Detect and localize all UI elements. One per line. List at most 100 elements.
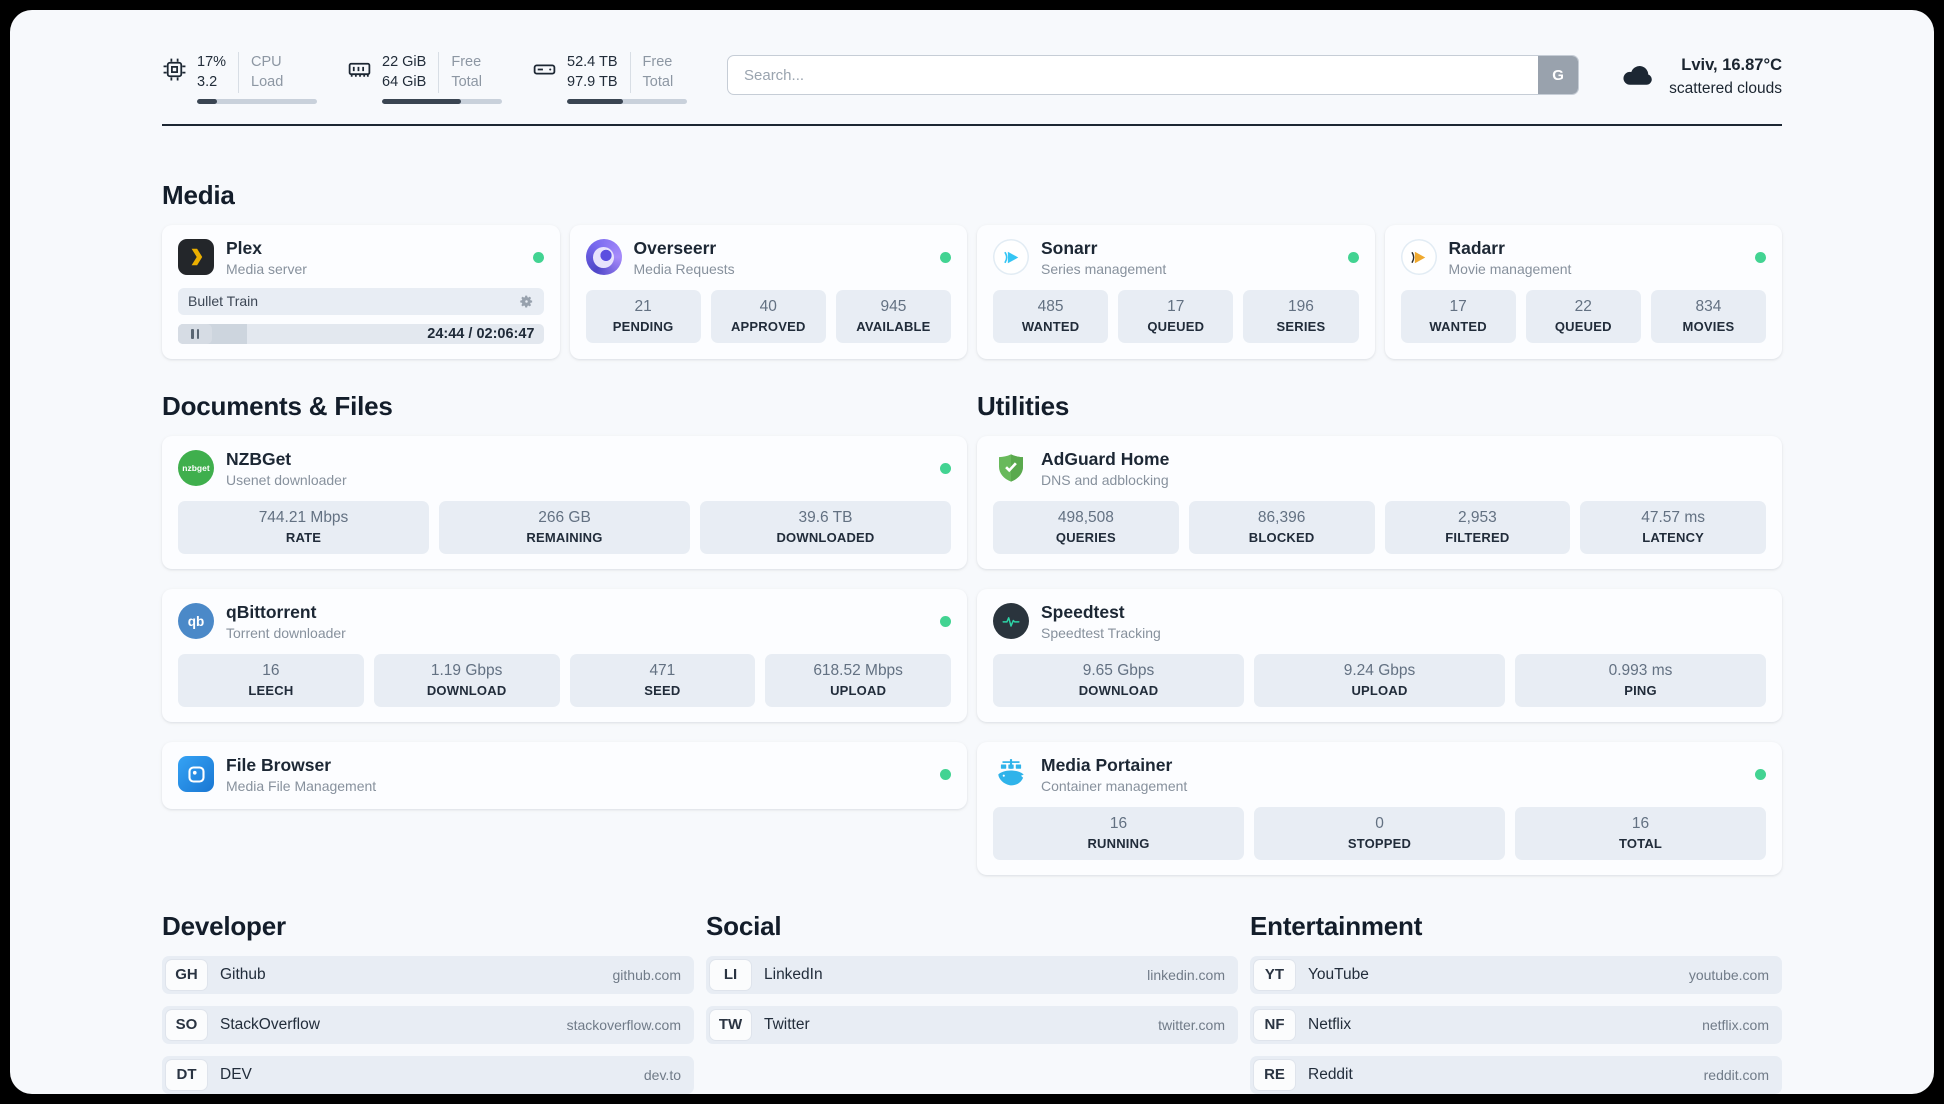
stat-value: 9.24 Gbps	[1343, 661, 1416, 679]
app-title: qBittorrent	[226, 601, 317, 622]
bookmark-twitter[interactable]: TW Twitter twitter.com	[706, 1005, 1238, 1044]
nzbget-icon: nzbget	[178, 450, 214, 487]
stat-value: 0.993 ms	[1608, 661, 1673, 679]
developer-heading: Developer	[162, 910, 286, 941]
radarr-card-header: Radarr Movie management	[1400, 238, 1766, 277]
bookmark-badge: TW	[710, 1009, 751, 1040]
bookmark-url: dev.to	[643, 1066, 681, 1083]
stat-value: 9.65 Gbps	[1082, 661, 1155, 679]
disk-label-1: Free	[642, 54, 673, 70]
stat-download: 1.19 Gbps DOWNLOAD	[373, 653, 560, 707]
bookmark-github[interactable]: GH Github github.com	[162, 955, 694, 994]
status-dot	[940, 251, 951, 263]
bookmark-youtube[interactable]: YT YouTube youtube.com	[1250, 955, 1782, 994]
entertainment-heading: Entertainment	[1250, 910, 1423, 941]
qbittorrent-card[interactable]: qb qBittorrent Torrent downloader 16 LEE…	[162, 588, 967, 722]
sonarr-card[interactable]: Sonarr Series management 485 WANTED 17 Q…	[977, 224, 1375, 359]
status-dot	[940, 462, 951, 474]
bookmark-name: StackOverflow	[220, 1015, 320, 1033]
stat-label: LATENCY	[1642, 529, 1705, 545]
bookmark-linkedin[interactable]: LI LinkedIn linkedin.com	[706, 955, 1238, 994]
app-title: File Browser	[226, 754, 332, 775]
plex-card[interactable]: Plex Media server Bullet Train	[162, 224, 560, 359]
radarr-card[interactable]: Radarr Movie management 17 WANTED 22 QUE…	[1384, 224, 1782, 359]
status-dot	[940, 768, 951, 780]
section-entertainment: Entertainment YT YouTube youtube.com NF …	[1250, 911, 1782, 1094]
hard-drive-icon	[532, 57, 557, 104]
stat-wanted: 17 WANTED	[1400, 289, 1516, 343]
speedtest-card[interactable]: Speedtest Speedtest Tracking 9.65 Gbps D…	[977, 588, 1782, 722]
filebrowser-card-header: File Browser Media File Management	[178, 755, 951, 794]
app-title: AdGuard Home	[1041, 448, 1170, 469]
plex-card-header: Plex Media server	[178, 238, 544, 277]
bookmark-url: stackoverflow.com	[566, 1016, 681, 1033]
sonarr-card-header: Sonarr Series management	[993, 238, 1359, 277]
stat-label: STOPPED	[1347, 835, 1412, 851]
search-input[interactable]	[727, 55, 1580, 95]
cpu-progress-bar	[197, 98, 317, 104]
stat-label: TOTAL	[1618, 835, 1663, 851]
stat-label: SERIES	[1276, 318, 1326, 334]
stat-upload: 9.24 Gbps UPLOAD	[1254, 653, 1505, 707]
stat-label: QUEUED	[1147, 318, 1205, 334]
stat-queued: 22 QUEUED	[1525, 289, 1641, 343]
stat-value: 40	[759, 297, 777, 315]
stat-label: FILTERED	[1445, 529, 1510, 545]
stat-label: PING	[1624, 682, 1657, 698]
stat-total: 16 TOTAL	[1515, 806, 1766, 860]
stat-downloaded: 39.6 TB DOWNLOADED	[700, 500, 951, 554]
bookmark-reddit[interactable]: RE Reddit reddit.com	[1250, 1055, 1782, 1094]
stat-value: 17	[1167, 297, 1185, 315]
app-subtitle: Series management	[1041, 260, 1167, 277]
stat-rate: 744.21 Mbps RATE	[178, 500, 429, 554]
cpu-label-2: Load	[251, 74, 284, 91]
stat-value: 1.19 Gbps	[430, 661, 503, 679]
status-dot	[940, 615, 951, 627]
app-subtitle: DNS and adblocking	[1041, 471, 1169, 488]
radarr-icon	[1400, 239, 1437, 276]
dashboard-app: 17% 3.2 CPU Load	[10, 10, 1934, 1094]
adguard-card[interactable]: AdGuard Home DNS and adblocking 498,508 …	[977, 435, 1782, 569]
speedtest-card-header: Speedtest Speedtest Tracking	[993, 602, 1766, 641]
app-subtitle: Media File Management	[226, 777, 377, 794]
bookmark-dev[interactable]: DT DEV dev.to	[162, 1055, 694, 1094]
app-subtitle: Speedtest Tracking	[1041, 624, 1161, 641]
stat-series: 196 SERIES	[1243, 289, 1359, 343]
documents-heading: Documents & Files	[162, 390, 393, 421]
stat-available: 945 AVAILABLE	[835, 289, 952, 343]
app-title: Plex	[226, 237, 262, 258]
stat-label: UPLOAD	[830, 682, 887, 698]
portainer-card[interactable]: Media Portainer Container management 16 …	[977, 741, 1782, 875]
nzbget-card[interactable]: nzbget NZBGet Usenet downloader 744.21 M…	[162, 435, 967, 569]
memory-icon	[347, 57, 372, 104]
disk-widget: 52.4 TB 97.9 TB Free Total	[532, 52, 687, 104]
bookmark-badge: GH	[166, 959, 207, 990]
stat-value: 86,396	[1257, 508, 1306, 526]
bookmark-stackoverflow[interactable]: SO StackOverflow stackoverflow.com	[162, 1005, 694, 1044]
status-dot	[1347, 251, 1359, 263]
stat-download: 9.65 Gbps DOWNLOAD	[993, 653, 1244, 707]
gear-icon[interactable]	[519, 294, 534, 309]
ram-free-value: 22 GiB	[382, 54, 427, 70]
app-subtitle: Torrent downloader	[226, 624, 346, 641]
overseerr-card-header: Overseerr Media Requests	[585, 238, 951, 277]
pause-button[interactable]	[178, 323, 212, 344]
search-engine-button[interactable]: G	[1538, 56, 1579, 94]
bookmark-badge: NF	[1254, 1009, 1295, 1040]
cpu-icon	[162, 57, 187, 104]
stat-value: 21	[634, 297, 652, 315]
qbittorrent-card-header: qb qBittorrent Torrent downloader	[178, 602, 951, 641]
bookmark-badge: LI	[710, 959, 751, 990]
stat-upload: 618.52 Mbps UPLOAD	[765, 653, 951, 707]
stat-label: UPLOAD	[1351, 682, 1408, 698]
stat-running: 16 RUNNING	[993, 806, 1244, 860]
bookmark-name: DEV	[220, 1065, 252, 1083]
filebrowser-card[interactable]: File Browser Media File Management	[162, 741, 967, 809]
portainer-icon	[993, 756, 1029, 792]
overseerr-icon	[585, 239, 622, 276]
speedtest-icon	[993, 603, 1029, 640]
overseerr-card[interactable]: Overseerr Media Requests 21 PENDING 40 A…	[569, 224, 967, 359]
cpu-percent: 17%	[197, 54, 227, 70]
bookmark-netflix[interactable]: NF Netflix netflix.com	[1250, 1005, 1782, 1044]
portainer-card-header: Media Portainer Container management	[993, 755, 1766, 794]
